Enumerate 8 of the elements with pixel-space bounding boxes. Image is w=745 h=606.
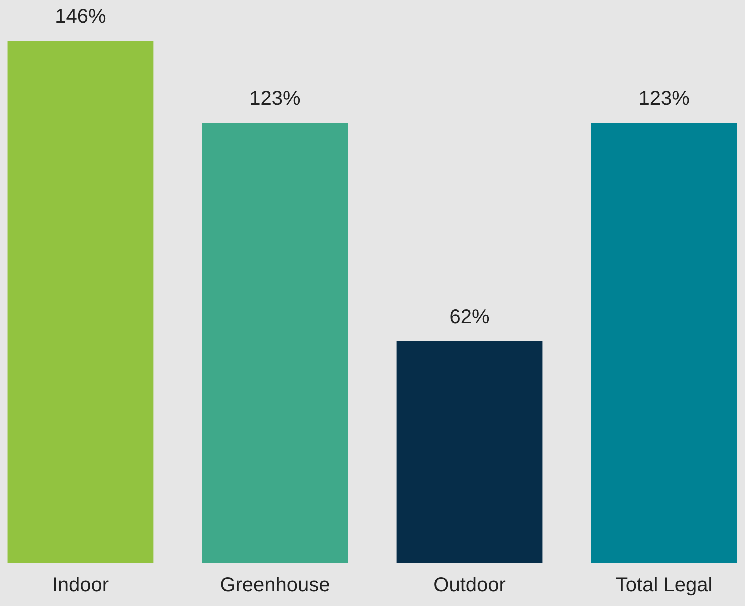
data-label: 123%: [250, 88, 302, 110]
data-label: 123%: [638, 88, 690, 110]
data-label: 62%: [450, 306, 490, 328]
x-tick-label: Total Legal: [616, 574, 713, 596]
x-tick-label: Greenhouse: [220, 574, 330, 596]
x-tick-label: Indoor: [52, 574, 110, 596]
x-tick-label: Outdoor: [434, 574, 506, 596]
data-label: 146%: [55, 6, 107, 28]
